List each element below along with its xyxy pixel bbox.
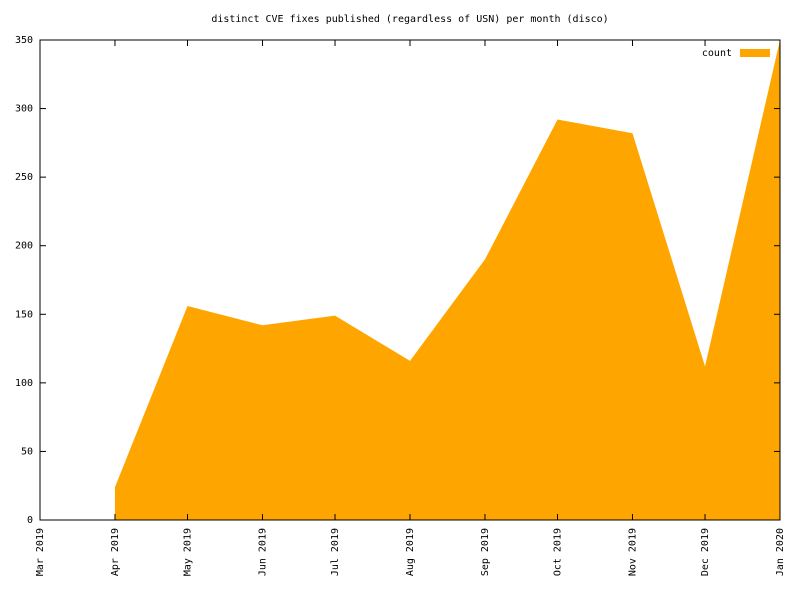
x-tick-label: Jun 2019 (257, 528, 268, 576)
plot-frame (39, 39, 781, 521)
legend-swatch (740, 49, 770, 57)
area (114, 40, 780, 520)
x-tick-label: Jul 2019 (330, 528, 341, 576)
x-tick-label: Apr 2019 (110, 528, 121, 576)
x-tick-label: May 2019 (183, 528, 194, 576)
y-tick-label: 250 (15, 172, 33, 183)
x-tick-label: Aug 2019 (405, 528, 416, 576)
x-tick-label: Mar 2019 (35, 528, 46, 576)
legend-label: count (702, 48, 732, 59)
y-tick-label: 50 (21, 446, 33, 457)
y-tick-label: 150 (15, 309, 33, 320)
y-tick-label: 0 (27, 515, 33, 526)
y-tick-label: 350 (15, 35, 33, 46)
x-tick-label: Sep 2019 (480, 528, 491, 576)
y-tick-label: 100 (15, 378, 33, 389)
y-tick-label: 200 (15, 241, 33, 252)
chart-title: distinct CVE fixes published (regardless… (211, 14, 608, 25)
x-tick-label: Oct 2019 (553, 528, 564, 576)
y-tick-label: 300 (15, 104, 33, 115)
x-tick-label: Dec 2019 (700, 528, 711, 576)
x-tick-label: Nov 2019 (627, 528, 638, 576)
x-tick-label: Jan 2020 (775, 528, 786, 576)
